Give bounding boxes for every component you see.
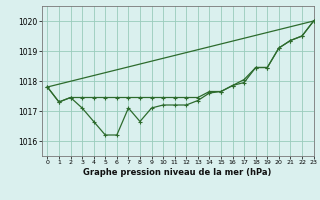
X-axis label: Graphe pression niveau de la mer (hPa): Graphe pression niveau de la mer (hPa) [84,168,272,177]
